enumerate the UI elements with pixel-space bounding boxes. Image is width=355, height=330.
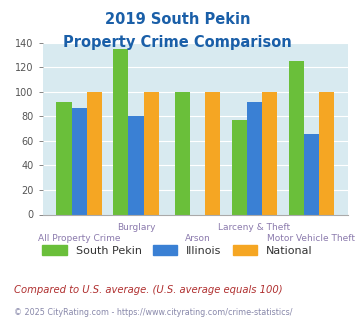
- Bar: [175, 92, 190, 214]
- Bar: [87, 92, 102, 214]
- Bar: [232, 120, 247, 214]
- Bar: [113, 49, 129, 214]
- Text: Burglary: Burglary: [117, 223, 155, 232]
- Text: Arson: Arson: [185, 234, 211, 243]
- Bar: [205, 92, 220, 214]
- Bar: [319, 92, 334, 214]
- Bar: [304, 134, 319, 214]
- Bar: [56, 102, 72, 214]
- Text: Motor Vehicle Theft: Motor Vehicle Theft: [267, 234, 355, 243]
- Text: 2019 South Pekin: 2019 South Pekin: [105, 12, 250, 26]
- Text: Property Crime Comparison: Property Crime Comparison: [63, 35, 292, 50]
- Bar: [72, 108, 87, 214]
- Bar: [262, 92, 277, 214]
- Text: Compared to U.S. average. (U.S. average equals 100): Compared to U.S. average. (U.S. average …: [14, 285, 283, 295]
- Text: Larceny & Theft: Larceny & Theft: [218, 223, 290, 232]
- Bar: [247, 102, 262, 214]
- Text: All Property Crime: All Property Crime: [38, 234, 120, 243]
- Bar: [144, 92, 159, 214]
- Bar: [289, 61, 304, 214]
- Legend: South Pekin, Illinois, National: South Pekin, Illinois, National: [38, 240, 317, 260]
- Text: © 2025 CityRating.com - https://www.cityrating.com/crime-statistics/: © 2025 CityRating.com - https://www.city…: [14, 308, 293, 316]
- Bar: [129, 116, 144, 214]
